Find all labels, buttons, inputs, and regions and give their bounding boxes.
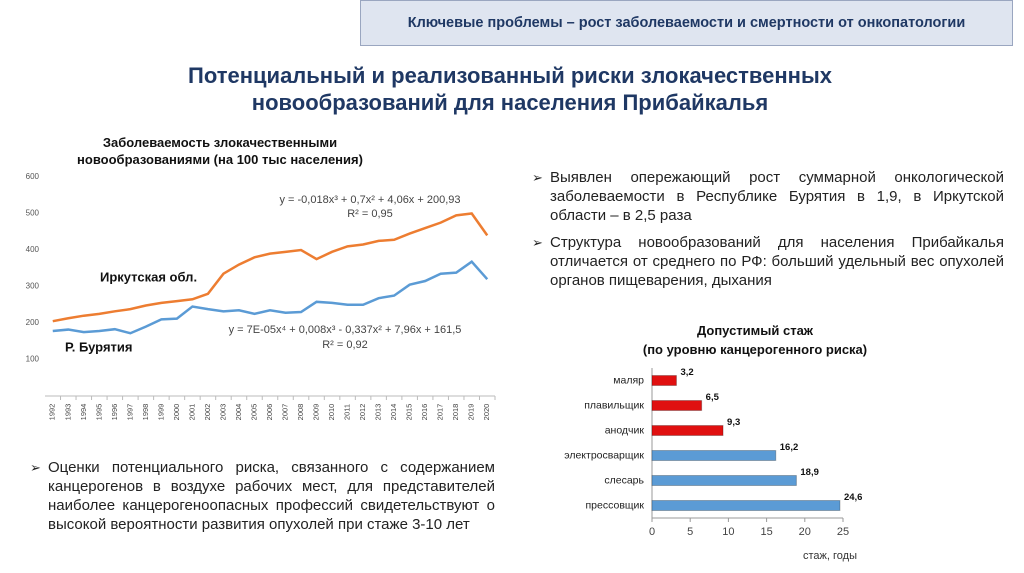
x-tick-label: 2004 — [234, 404, 243, 421]
x-tick-label: 1999 — [156, 404, 165, 421]
x-tick-label: 2020 — [482, 404, 491, 421]
value-label: 16,2 — [780, 442, 799, 453]
annotation: y = -0,018x³ + 0,7x² + 4,06x + 200,93 — [279, 194, 460, 206]
x-tick-label: 2000 — [172, 404, 181, 421]
value-label: 18,9 — [800, 467, 819, 478]
x-tick-label: 20 — [799, 526, 811, 538]
category-label: электросварщик — [564, 449, 644, 461]
x-tick-label: 2006 — [265, 404, 274, 421]
chart-title: Допустимый стаж — [696, 323, 814, 338]
x-tick-label: 2001 — [187, 404, 196, 421]
category-label: прессовщик — [586, 499, 645, 511]
x-tick-label: 2002 — [203, 404, 212, 421]
header: Ключевые проблемы – рост заболеваемости … — [360, 0, 1013, 46]
bar — [651, 500, 841, 511]
x-tick-label: 5 — [687, 526, 693, 538]
series-line — [52, 260, 489, 335]
category-label: маляр — [613, 374, 644, 386]
x-tick-label: 1998 — [141, 404, 150, 421]
annotation: R² = 0,92 — [322, 339, 368, 351]
x-tick-label: 2014 — [389, 404, 398, 421]
x-tick-label: 2007 — [281, 404, 290, 421]
series-label: Иркутская обл. — [100, 269, 197, 284]
slide-title: Потенциальный и реализованный риски злок… — [188, 63, 832, 115]
series-line — [52, 212, 489, 323]
bullet: Структура новообразований для населения … — [532, 233, 1004, 290]
y-tick-label: 500 — [26, 209, 40, 218]
x-tick-label: 1994 — [79, 404, 88, 421]
x-tick-label: 2003 — [218, 404, 227, 421]
x-tick-label: 2011 — [343, 404, 352, 420]
category-label: слесарь — [604, 474, 644, 486]
x-tick-label: 2017 — [436, 404, 445, 421]
x-tick-label: 10 — [722, 526, 734, 538]
y-tick-label: 300 — [26, 282, 40, 291]
value-label: 24,6 — [844, 492, 863, 503]
bullet: Выявлен опережающий рост суммарной онкол… — [532, 168, 1004, 225]
x-tick-label: 2019 — [467, 404, 476, 421]
bar — [651, 375, 677, 386]
value-label: 3,2 — [680, 367, 693, 378]
chart-title: Заболеваемость злокачественными новообра… — [77, 135, 363, 167]
category-label: плавильщик — [584, 399, 644, 411]
bullet: Оценки потенциального риска, связанного … — [30, 458, 495, 534]
value-label: 6,5 — [706, 392, 720, 403]
bar — [651, 400, 703, 411]
chart-subtitle: (по уровню канцерогенного риска) — [642, 342, 868, 357]
y-tick-label: 400 — [26, 245, 40, 254]
y-tick-label: 100 — [26, 355, 40, 364]
bar — [651, 475, 797, 486]
x-tick-label: 25 — [837, 526, 849, 538]
x-tick-label: 15 — [760, 526, 772, 538]
x-tick-label: 1993 — [63, 404, 72, 421]
x-tick-label: 2012 — [358, 404, 367, 421]
y-tick-label: 200 — [26, 318, 40, 327]
y-tick-label: 600 — [26, 172, 40, 181]
x-tick-label: 1995 — [94, 404, 103, 421]
series-label: Р. Бурятия — [65, 339, 132, 354]
x-tick-label: 2018 — [451, 404, 460, 421]
bar — [651, 425, 724, 436]
x-tick-label: 1996 — [110, 404, 119, 421]
bullets-left: Оценки потенциального риска, связанного … — [30, 458, 495, 542]
x-tick-label: 2009 — [312, 404, 321, 421]
value-label: 9,3 — [727, 417, 740, 428]
x-tick-label: 2008 — [296, 404, 305, 421]
bullets-right: Выявлен опережающий рост суммарной онкол… — [532, 168, 1004, 298]
x-tick-label: 1992 — [48, 404, 57, 421]
x-tick-label: 2013 — [374, 404, 383, 421]
x-axis-label: стаж, годы — [803, 550, 857, 562]
annotation: R² = 0,95 — [347, 208, 393, 220]
x-tick-label: 2010 — [327, 404, 336, 421]
x-tick-label: 0 — [649, 526, 655, 538]
x-tick-label: 2005 — [249, 404, 258, 421]
bar — [651, 450, 777, 461]
annotation: y = 7E-05x⁴ + 0,008x³ - 0,337x² + 7,96x … — [229, 324, 462, 336]
x-tick-label: 2016 — [420, 404, 429, 421]
x-tick-label: 1997 — [125, 404, 134, 421]
x-tick-label: 2015 — [405, 404, 414, 421]
category-label: анодчик — [605, 424, 645, 436]
